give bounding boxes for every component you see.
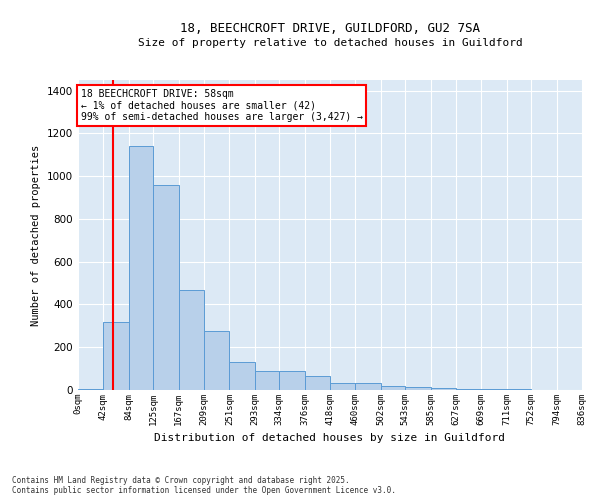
Text: 18 BEECHCROFT DRIVE: 58sqm
← 1% of detached houses are smaller (42)
99% of semi-: 18 BEECHCROFT DRIVE: 58sqm ← 1% of detac… [80,90,362,122]
X-axis label: Distribution of detached houses by size in Guildford: Distribution of detached houses by size … [155,434,505,444]
Bar [128,146,154,390]
Bar [506,389,532,390]
Bar [103,322,128,390]
Bar [456,389,481,390]
Text: Contains HM Land Registry data © Crown copyright and database right 2025.
Contai: Contains HM Land Registry data © Crown c… [12,476,396,495]
Bar [204,331,229,390]
Bar [431,388,456,390]
Bar [229,362,254,390]
Bar [280,371,305,390]
Bar [330,382,355,390]
Bar [355,382,380,390]
Bar [254,371,280,390]
Y-axis label: Number of detached properties: Number of detached properties [31,144,41,326]
Bar [154,185,179,390]
Bar [406,387,431,390]
Bar [179,290,204,390]
Bar [380,386,406,390]
Bar [78,389,103,390]
Text: Size of property relative to detached houses in Guildford: Size of property relative to detached ho… [137,38,523,48]
Text: 18, BEECHCROFT DRIVE, GUILDFORD, GU2 7SA: 18, BEECHCROFT DRIVE, GUILDFORD, GU2 7SA [180,22,480,36]
Bar [305,376,330,390]
